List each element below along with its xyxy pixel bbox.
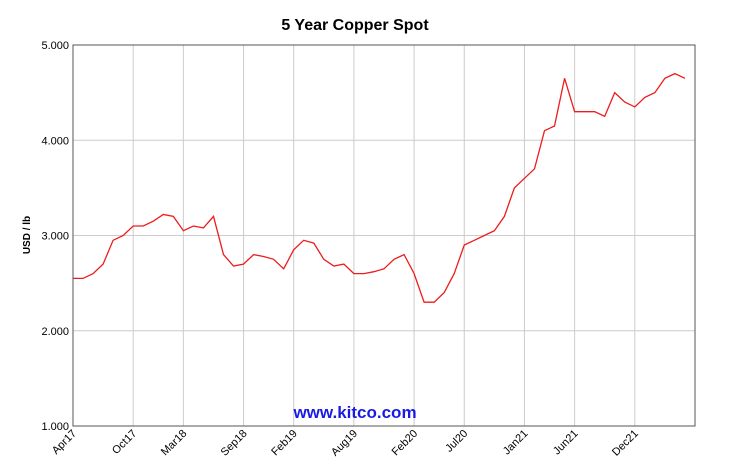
y-tick-label: 4.000	[41, 135, 69, 147]
x-tick-label: Jun21	[551, 428, 581, 458]
x-tick-label: Feb19	[269, 428, 300, 459]
y-tick-label: 3.000	[41, 231, 69, 243]
x-tick-label: Aug19	[329, 428, 360, 459]
x-tick-label: Dec21	[610, 428, 641, 459]
chart-title: 5 Year Copper Spot	[281, 17, 429, 34]
x-tick-label: Sep18	[219, 428, 250, 459]
x-tick-label: Jan21	[501, 428, 531, 458]
y-axis-label: USD / lb	[22, 216, 33, 254]
plot-frame	[72, 44, 696, 427]
y-tick-label: 5.000	[41, 40, 69, 52]
x-tick-label: Mar18	[159, 428, 190, 459]
y-tick-label: 2.000	[41, 326, 69, 338]
price-line	[73, 72, 686, 303]
watermark: www.kitco.com	[292, 403, 416, 422]
x-tick-label: Feb20	[390, 428, 421, 459]
x-tick-label: Jul20	[443, 428, 470, 455]
x-tick-label: Oct17	[110, 428, 139, 457]
y-tick-label: 1.000	[41, 421, 69, 433]
